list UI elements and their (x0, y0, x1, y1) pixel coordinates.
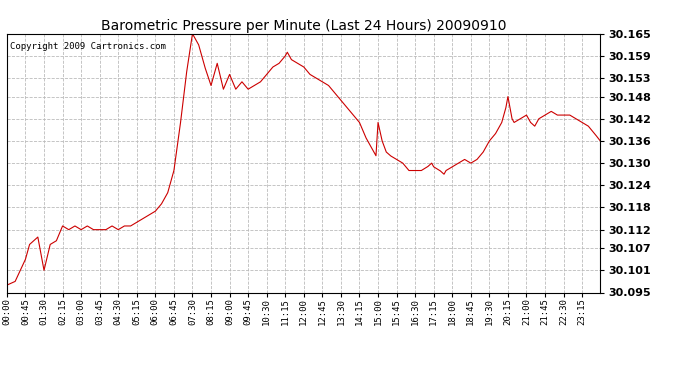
Title: Barometric Pressure per Minute (Last 24 Hours) 20090910: Barometric Pressure per Minute (Last 24 … (101, 19, 506, 33)
Text: Copyright 2009 Cartronics.com: Copyright 2009 Cartronics.com (10, 42, 166, 51)
